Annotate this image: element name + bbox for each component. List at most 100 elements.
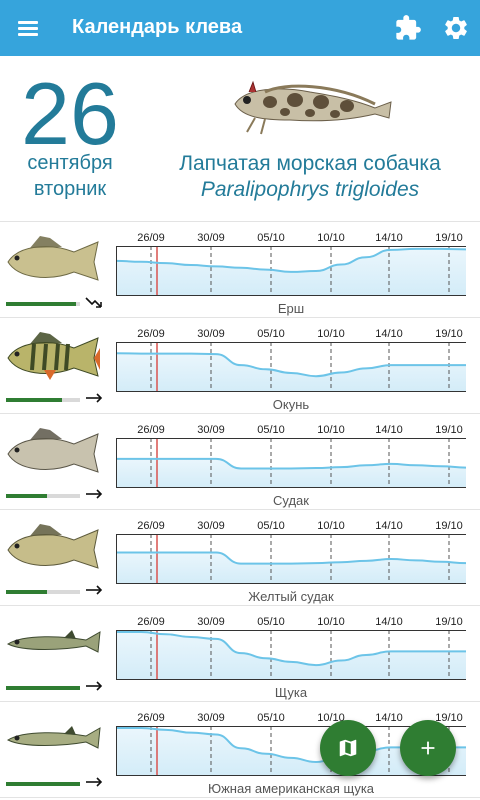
fish-name: Щука bbox=[274, 685, 308, 700]
trend-down-icon bbox=[85, 297, 102, 308]
perch-image bbox=[7, 332, 100, 380]
day-number: 26 bbox=[21, 64, 119, 163]
graph-axis bbox=[116, 438, 466, 488]
add-button[interactable] bbox=[400, 720, 456, 776]
date-label: 19/10 bbox=[435, 328, 463, 340]
forecast-area bbox=[116, 458, 466, 488]
forecast-area bbox=[116, 728, 466, 776]
date-label: 19/10 bbox=[435, 232, 463, 244]
featured-fish-name: Лапчатая морская собачка bbox=[179, 152, 441, 175]
date-axis: 26/09 30/09 05/10 10/10 14/10 19/10 bbox=[116, 520, 466, 534]
forecast-line bbox=[116, 631, 466, 667]
bite-forecast-graph[interactable] bbox=[116, 534, 466, 584]
bite-forecast-graph[interactable] bbox=[116, 342, 466, 392]
fish-name: Ерш bbox=[277, 301, 305, 316]
plus-icon bbox=[421, 741, 435, 755]
forecast-area bbox=[116, 353, 466, 392]
date-label: 05/10 bbox=[257, 520, 285, 532]
graph-axis bbox=[116, 246, 466, 296]
featured-fish-image bbox=[234, 80, 392, 135]
trend-flat-icon bbox=[86, 777, 103, 787]
date-label: 26/09 bbox=[137, 712, 165, 724]
date-axis: 26/09 30/09 05/10 10/10 14/10 19/10 bbox=[116, 232, 466, 246]
trend-flat-icon bbox=[86, 393, 103, 403]
date-label: 10/10 bbox=[317, 616, 345, 628]
fish-name: Южная американская щука bbox=[207, 781, 375, 796]
bite-forecast-graph[interactable] bbox=[116, 438, 466, 488]
date-label: 05/10 bbox=[257, 712, 285, 724]
fish-name: Желтый судак bbox=[248, 589, 334, 604]
date-axis: 26/09 30/09 05/10 10/10 14/10 19/10 bbox=[116, 424, 466, 438]
fish-row[interactable]: 26/09 30/09 05/10 10/10 14/10 19/10 Ерш bbox=[0, 222, 480, 318]
date-label: 19/10 bbox=[435, 712, 463, 724]
activity-bar bbox=[6, 302, 80, 306]
month-name: сентября bbox=[27, 152, 113, 174]
trend-flat-icon bbox=[86, 489, 103, 499]
ruffe-image bbox=[7, 236, 99, 281]
menu-icon[interactable] bbox=[14, 12, 46, 44]
pickerel-image bbox=[6, 726, 101, 749]
date-label: 30/09 bbox=[197, 616, 225, 628]
date-label: 19/10 bbox=[435, 424, 463, 436]
date-label: 14/10 bbox=[375, 232, 403, 244]
activity-bar bbox=[6, 398, 80, 402]
date-label: 14/10 bbox=[375, 328, 403, 340]
date-label: 26/09 bbox=[137, 520, 165, 532]
map-icon bbox=[339, 739, 357, 757]
fish-list[interactable]: 26/09 30/09 05/10 10/10 14/10 19/10 Ерш 26/09… bbox=[0, 222, 480, 798]
fish-row[interactable]: 26/09 30/09 05/10 10/10 14/10 19/10 Окунь bbox=[0, 318, 480, 414]
app-title: Календарь клева bbox=[72, 16, 243, 38]
date-header: 26 сентября вторник Лапчатая морская соб… bbox=[0, 56, 480, 222]
featured-fish-latin: Paralipophrys trigloides bbox=[200, 178, 420, 201]
date-label: 05/10 bbox=[257, 616, 285, 628]
fish-row[interactable]: 26/09 30/09 05/10 10/10 14/10 19/10 Щука bbox=[0, 606, 480, 702]
date-label: 30/09 bbox=[197, 424, 225, 436]
date-label: 30/09 bbox=[197, 520, 225, 532]
fish-name: Окунь bbox=[272, 397, 310, 412]
gear-icon[interactable] bbox=[442, 14, 470, 42]
pike-image bbox=[6, 630, 101, 653]
date-label: 10/10 bbox=[317, 328, 345, 340]
activity-bar-fill bbox=[6, 494, 47, 498]
date-label: 30/09 bbox=[197, 712, 225, 724]
date-axis: 26/09 30/09 05/10 10/10 14/10 19/10 bbox=[116, 616, 466, 630]
date-label: 05/10 bbox=[257, 328, 285, 340]
activity-bar-fill bbox=[6, 782, 80, 786]
date-label: 19/10 bbox=[435, 616, 463, 628]
graph-axis bbox=[116, 534, 466, 584]
date-label: 10/10 bbox=[317, 232, 345, 244]
date-label: 19/10 bbox=[435, 520, 463, 532]
date-label: 26/09 bbox=[137, 328, 165, 340]
graph-axis bbox=[116, 630, 466, 680]
date-label: 30/09 bbox=[197, 328, 225, 340]
date-axis: 26/09 30/09 05/10 10/10 14/10 19/10 bbox=[116, 712, 466, 726]
forecast-line bbox=[116, 247, 466, 273]
date-label: 26/09 bbox=[137, 232, 165, 244]
activity-bar-fill bbox=[6, 686, 80, 690]
activity-bar bbox=[6, 590, 80, 594]
date-label: 05/10 bbox=[257, 232, 285, 244]
fish-row[interactable]: 26/09 30/09 05/10 10/10 14/10 19/10 Судак bbox=[0, 414, 480, 510]
fish-name: Судак bbox=[273, 493, 309, 508]
weekday-name: вторник bbox=[33, 178, 107, 200]
date-label: 14/10 bbox=[375, 424, 403, 436]
graph-axis bbox=[116, 342, 466, 392]
puzzle-icon[interactable] bbox=[394, 14, 422, 42]
zander-image bbox=[7, 428, 99, 473]
date-label: 26/09 bbox=[137, 616, 165, 628]
bite-forecast-graph[interactable] bbox=[116, 246, 466, 296]
map-button[interactable] bbox=[320, 720, 376, 776]
app-bar: Календарь клева bbox=[0, 0, 480, 56]
bite-forecast-graph[interactable] bbox=[116, 630, 466, 680]
fish-row[interactable]: 26/09 30/09 05/10 10/10 14/10 19/10 Желтый су… bbox=[0, 510, 480, 606]
forecast-area bbox=[116, 632, 466, 680]
activity-bar bbox=[6, 782, 80, 786]
date-label: 14/10 bbox=[375, 712, 403, 724]
date-label: 10/10 bbox=[317, 520, 345, 532]
date-label: 30/09 bbox=[197, 232, 225, 244]
trend-flat-icon bbox=[86, 585, 103, 595]
date-label: 14/10 bbox=[375, 616, 403, 628]
activity-bar bbox=[6, 686, 80, 690]
forecast-line bbox=[116, 551, 466, 565]
forecast-area bbox=[116, 552, 466, 584]
